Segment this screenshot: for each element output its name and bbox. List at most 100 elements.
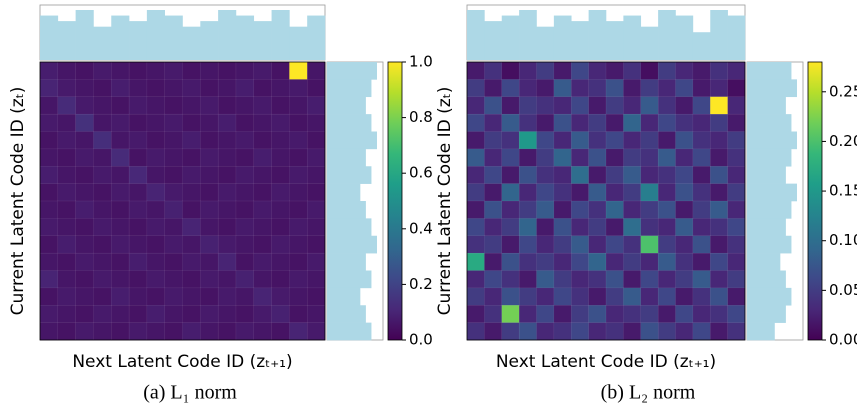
heatmap-cell xyxy=(111,96,130,115)
heatmap-cell xyxy=(640,252,659,271)
heatmap-cell xyxy=(571,61,590,80)
heatmap-cell xyxy=(75,252,94,271)
heatmap-cell xyxy=(271,200,290,219)
heatmap-cell xyxy=(484,96,503,115)
heatmap-cell xyxy=(518,113,537,132)
heatmap-cell xyxy=(588,166,607,185)
heatmap-cell xyxy=(217,287,237,306)
top-hist-bar xyxy=(253,21,272,60)
colorbar-tick-label: 0.05 xyxy=(829,281,857,299)
heatmap-cell xyxy=(200,96,219,115)
heatmap-cell xyxy=(182,61,201,80)
heatmap-cell xyxy=(710,235,729,254)
heatmap-cell xyxy=(111,252,130,271)
heatmap-cell xyxy=(675,166,694,185)
heatmap-cell xyxy=(200,218,219,237)
heatmap-cell xyxy=(466,131,485,150)
heatmap-cell xyxy=(253,131,273,150)
heatmap-cell xyxy=(536,252,555,271)
heatmap-cell xyxy=(501,61,520,80)
right-hist-bar xyxy=(747,218,786,237)
heatmap-cell xyxy=(182,79,201,98)
heatmap-cell xyxy=(623,252,642,271)
heatmap-cell xyxy=(675,287,694,306)
heatmap-cell xyxy=(289,131,308,150)
heatmap-cell xyxy=(128,235,148,254)
heatmap-cell xyxy=(623,96,642,115)
heatmap-cell xyxy=(271,305,290,324)
heatmap-cell xyxy=(571,113,590,132)
heatmap-cell xyxy=(271,131,290,150)
heatmap-cell xyxy=(657,113,676,132)
heatmap-cell xyxy=(710,61,729,80)
top-hist-bar xyxy=(484,21,503,60)
right-hist-bar xyxy=(747,235,792,254)
top-hist-bar xyxy=(692,32,711,60)
heatmap-cell xyxy=(692,252,711,271)
heatmap-cell xyxy=(518,183,537,202)
heatmap-cell xyxy=(200,113,219,132)
heatmap-cell xyxy=(571,270,590,289)
top-hist-bar xyxy=(111,15,130,60)
heatmap-cell xyxy=(571,131,590,150)
heatmap-cell xyxy=(182,166,201,185)
heatmap-cell xyxy=(692,183,711,202)
top-hist-bar xyxy=(289,26,308,61)
heatmap-cell xyxy=(571,166,590,185)
heatmap-cell xyxy=(182,287,201,306)
right-hist-bar xyxy=(327,131,377,150)
heatmap-cell xyxy=(111,235,130,254)
heatmap-cell xyxy=(200,61,219,80)
top-hist-bar xyxy=(519,10,537,60)
heatmap-cell xyxy=(164,252,183,271)
heatmap-cell xyxy=(289,79,308,98)
right-hist-bar xyxy=(327,114,372,132)
heatmap-cell xyxy=(640,305,659,324)
heatmap-cell xyxy=(253,183,273,202)
heatmap-cell xyxy=(571,96,590,115)
top-hist-bar xyxy=(93,26,112,61)
heatmap-cell xyxy=(466,270,485,289)
heatmap-cell xyxy=(253,166,273,185)
heatmap-cell xyxy=(253,322,273,341)
heatmap-cell xyxy=(75,287,94,306)
heatmap-cell xyxy=(484,131,503,150)
heatmap-cell xyxy=(675,148,694,167)
heatmap-cell xyxy=(727,166,746,185)
heatmap-cell xyxy=(692,287,711,306)
heatmap-cell xyxy=(146,322,166,341)
heatmap-cell xyxy=(39,252,59,271)
heatmap-cell xyxy=(675,235,694,254)
heatmap-cell xyxy=(306,131,326,150)
heatmap-cell xyxy=(93,148,112,167)
top-hist-bar xyxy=(307,15,326,60)
heatmap-cell xyxy=(75,305,94,324)
heatmap-cell xyxy=(128,252,148,271)
heatmap-cell xyxy=(692,270,711,289)
top-hist-bar xyxy=(200,21,219,60)
heatmap-cell xyxy=(536,322,555,341)
heatmap-cell xyxy=(111,131,130,150)
heatmap-cell xyxy=(588,131,607,150)
heatmap-cell xyxy=(289,270,308,289)
heatmap-cell xyxy=(640,322,659,341)
heatmap-cell xyxy=(289,252,308,271)
heatmap-cell xyxy=(518,218,537,237)
heatmap-cell xyxy=(605,166,624,185)
heatmap-cell xyxy=(164,131,183,150)
top-hist-bar xyxy=(675,15,694,60)
top-hist-bar xyxy=(536,26,555,61)
heatmap-cell xyxy=(657,79,676,98)
heatmap-cell xyxy=(57,61,77,80)
heatmap-cell xyxy=(57,166,77,185)
top-hist-bar xyxy=(146,10,165,60)
heatmap-cell xyxy=(235,218,255,237)
heatmap-cell xyxy=(93,270,112,289)
heatmap-cell xyxy=(484,235,503,254)
heatmap-cell xyxy=(623,200,642,219)
heatmap-cell xyxy=(605,252,624,271)
heatmap-cell xyxy=(710,218,729,237)
heatmap-cell xyxy=(623,305,642,324)
heatmap-cell xyxy=(727,79,746,98)
